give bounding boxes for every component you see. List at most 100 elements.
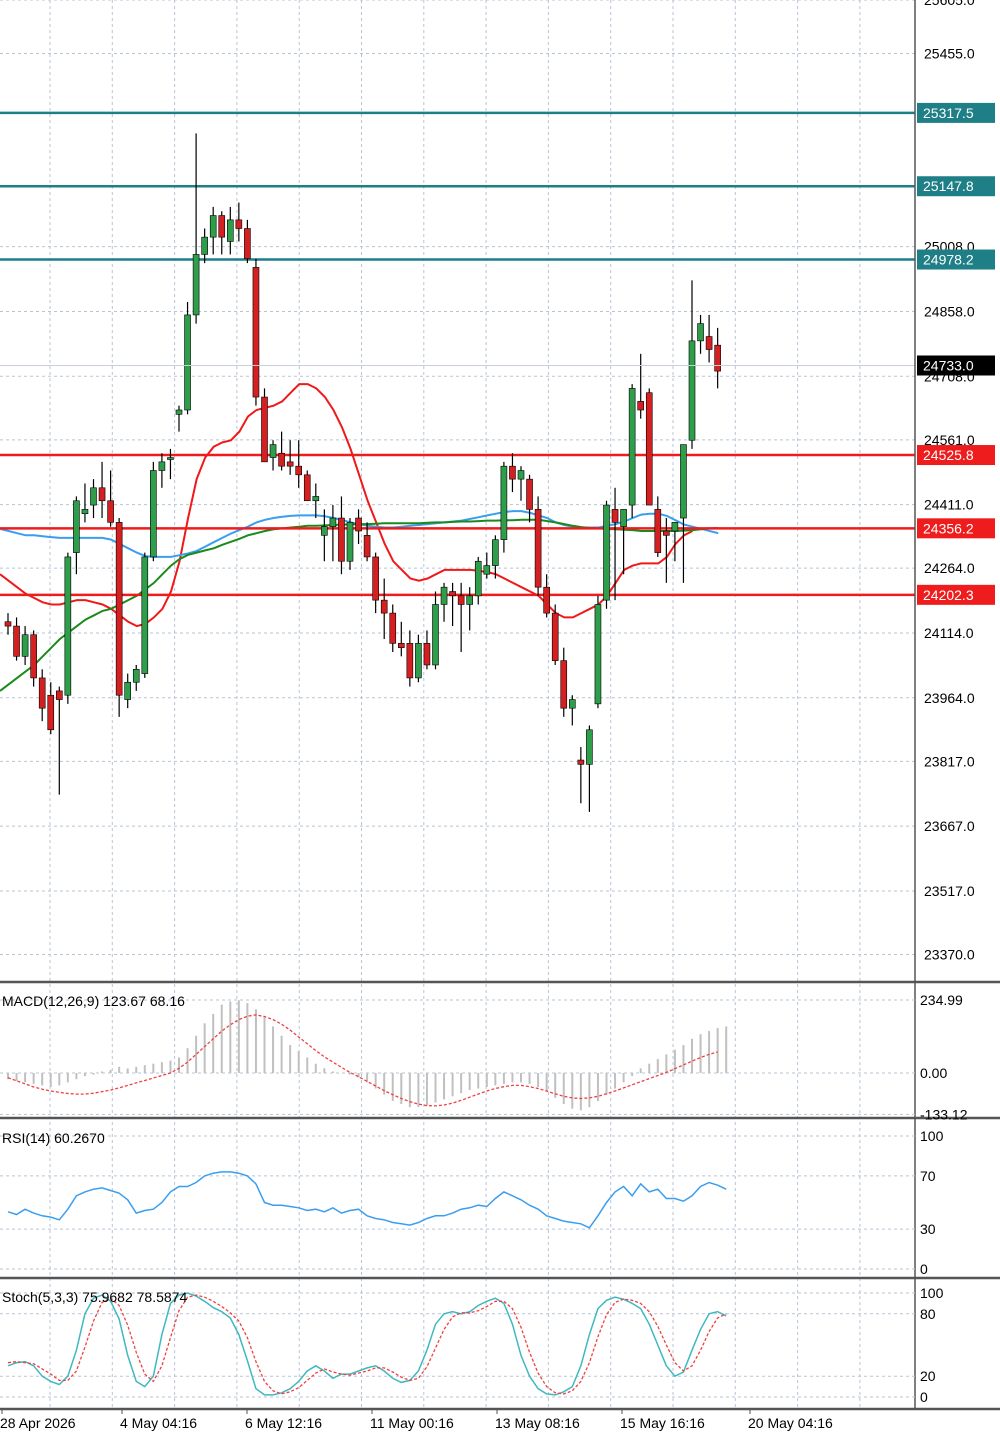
- candle-body: [483, 565, 491, 575]
- price-tick-label: 25455.0: [924, 45, 975, 61]
- rsi-label: RSI(14) 60.2670: [2, 1130, 105, 1146]
- candle-body: [218, 215, 226, 238]
- candle-body: [55, 690, 63, 700]
- candle-body: [705, 336, 713, 350]
- candle-body: [303, 474, 311, 502]
- candle-body: [64, 556, 72, 696]
- moving-average-short-line: [0, 383, 693, 628]
- candle-body: [611, 509, 619, 523]
- candle-body: [568, 699, 576, 709]
- candle-body: [415, 643, 422, 679]
- candle-body: [184, 314, 191, 411]
- time-tick-label: 6 May 12:16: [245, 1415, 322, 1431]
- support-level-tag: [917, 584, 995, 605]
- candle-body: [175, 409, 183, 415]
- support-level-label: 24202.3: [923, 587, 974, 603]
- candle-body: [423, 643, 431, 666]
- resistance-level-label: 25317.5: [923, 105, 974, 121]
- candle-body: [329, 517, 337, 527]
- candle-body: [209, 215, 217, 238]
- candle-body: [466, 595, 474, 605]
- candle-body: [141, 556, 149, 674]
- candle-body: [714, 344, 721, 372]
- stochastic-tick-label: 20: [920, 1368, 936, 1384]
- candle-body: [346, 522, 354, 562]
- candle-body: [132, 668, 140, 683]
- candle-body: [4, 621, 12, 627]
- candle-body: [440, 586, 448, 605]
- support-level-tag: [917, 518, 995, 539]
- candle-body: [688, 340, 696, 441]
- macd-label: MACD(12,26,9) 123.67 68.16: [2, 993, 185, 1009]
- candle-body: [526, 478, 533, 510]
- candle-body: [81, 509, 89, 515]
- support-level-tag: [917, 445, 995, 466]
- candle-body: [90, 487, 97, 506]
- support-level-label: 24356.2: [923, 520, 974, 536]
- candle-body: [261, 396, 268, 463]
- macd-tick-label: 234.99: [920, 992, 963, 1008]
- stochastic-label: Stoch(5,3,3) 75.9682 78.5874: [2, 1289, 187, 1305]
- stochastic-signal-line: [7, 1294, 727, 1395]
- candle-body: [586, 729, 593, 765]
- price-tick-label: 24114.0: [924, 625, 974, 641]
- candle-body: [312, 496, 320, 502]
- time-tick-label: 4 May 04:16: [120, 1415, 197, 1431]
- candle-body: [534, 509, 542, 588]
- candle-body: [244, 228, 251, 260]
- candle-body: [671, 522, 679, 532]
- rsi-tick-label: 70: [920, 1168, 936, 1184]
- candle-body: [474, 560, 482, 597]
- macd-signal-line: [7, 1014, 718, 1107]
- candle-body: [543, 586, 550, 614]
- time-tick-label: 20 May 04:16: [748, 1415, 833, 1431]
- candle-body: [680, 444, 687, 519]
- candle-body: [295, 465, 303, 476]
- candle-body: [432, 604, 439, 666]
- candle-body: [663, 530, 670, 536]
- candle-body: [278, 452, 285, 467]
- candle-body: [372, 556, 379, 601]
- rsi-panel: 100 70 30 0 RSI(14) 60.2670: [0, 1128, 944, 1277]
- candle-body: [594, 604, 602, 705]
- candle-body: [167, 457, 174, 460]
- price-tick-label: 23517.0: [924, 883, 975, 899]
- candle-body: [697, 323, 704, 342]
- candle-body: [449, 591, 456, 597]
- candle-body: [397, 643, 405, 648]
- candle-body: [637, 401, 645, 411]
- price-tick-label: 24561.0: [924, 432, 975, 448]
- macd-panel: 234.99 0.00 -133.12 MACD(12,26,9) 123.67 68…: [0, 992, 968, 1122]
- candles: [4, 133, 721, 812]
- candle-body: [654, 509, 662, 553]
- vertical-grid: [49, 0, 861, 1409]
- candle-body: [509, 465, 516, 480]
- candle-body: [21, 634, 29, 657]
- candle-body: [645, 392, 653, 506]
- time-tick-label: 13 May 08:16: [495, 1415, 580, 1431]
- stochastic-tick-label: 0: [920, 1389, 928, 1405]
- support-level-label: 24525.8: [923, 447, 974, 463]
- candle-body: [252, 267, 260, 398]
- candle-body: [73, 500, 80, 553]
- candle-body: [47, 694, 55, 731]
- candle-body: [560, 660, 568, 709]
- current-price-label: 24733.0: [923, 357, 974, 373]
- candle-body: [620, 509, 627, 527]
- rsi-tick-label: 100: [920, 1128, 944, 1144]
- resistance-level-label: 25147.8: [923, 178, 974, 194]
- candle-body: [115, 522, 123, 696]
- resistance-level-tag: [917, 176, 995, 197]
- resistance-level-tag: [917, 102, 995, 123]
- candle-body: [457, 595, 465, 605]
- time-tick-label: 15 May 16:16: [620, 1415, 705, 1431]
- candle-body: [389, 612, 397, 644]
- candle-body: [158, 461, 166, 471]
- candle-body: [628, 388, 636, 506]
- time-axis: 28 Apr 2026 4 May 04:16 6 May 12:16 11 May …: [0, 1409, 833, 1431]
- candle-body: [201, 236, 208, 255]
- candle-body: [517, 470, 525, 480]
- candle-body: [321, 526, 328, 536]
